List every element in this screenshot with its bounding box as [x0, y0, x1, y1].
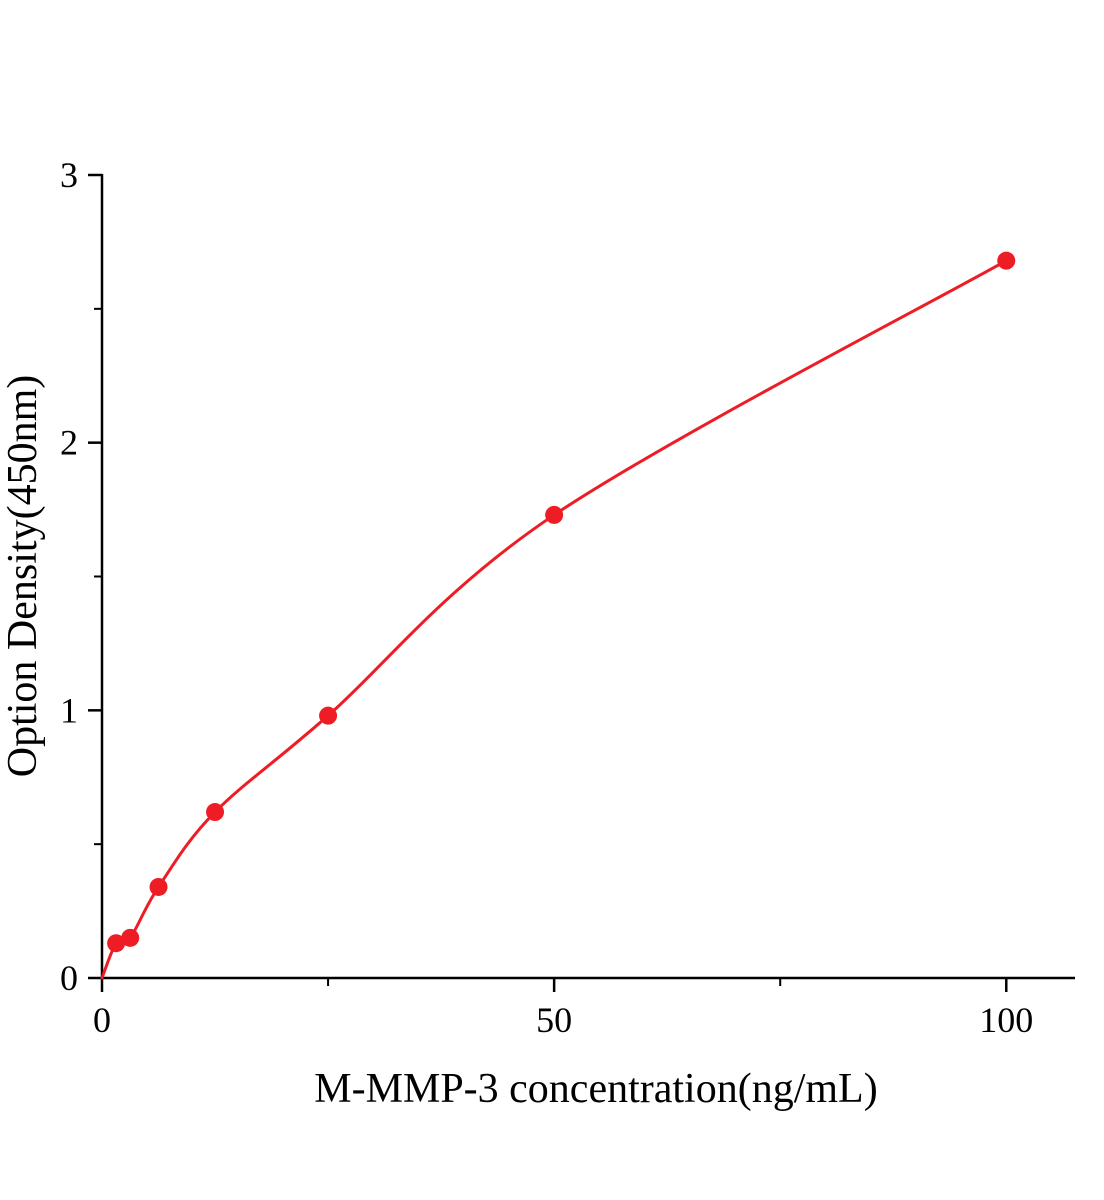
data-point — [121, 928, 140, 947]
data-point — [545, 505, 564, 524]
data-point — [149, 877, 168, 896]
x-tick-label: 0 — [93, 1000, 111, 1040]
y-tick-label: 2 — [60, 423, 78, 463]
data-point — [319, 706, 338, 725]
y-tick-label: 3 — [60, 155, 78, 195]
y-tick-label: 1 — [60, 690, 78, 730]
x-tick-label: 100 — [979, 1000, 1033, 1040]
y-tick-label: 0 — [60, 958, 78, 998]
plot-area: 0 50 100 0 1 2 3 — [60, 155, 1075, 1040]
x-tick-label: 50 — [536, 1000, 572, 1040]
fit-curve — [100, 259, 1008, 980]
data-point — [997, 251, 1016, 270]
x-axis-label: M-MMP-3 concentration(ng/mL) — [314, 1066, 877, 1112]
data-point — [206, 803, 225, 822]
y-axis-label: Option Density(450nm) — [0, 375, 46, 777]
data-point — [107, 934, 126, 953]
